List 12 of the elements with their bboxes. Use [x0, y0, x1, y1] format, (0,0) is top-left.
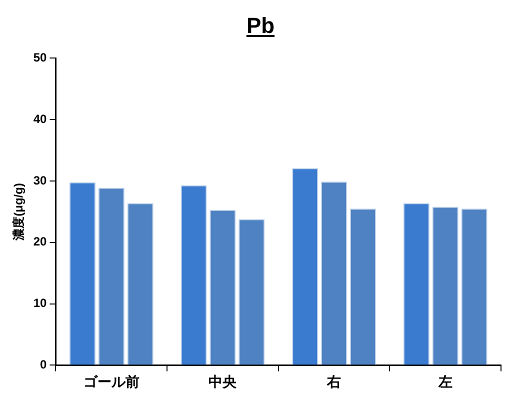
y-axis-title: 濃度(μg/g) [12, 183, 26, 242]
y-tick-label: 0 [40, 358, 48, 372]
x-tick-label: 右 [326, 373, 342, 390]
y-tick-label: 40 [33, 112, 48, 126]
y-tick-label: 20 [33, 234, 48, 249]
y-tick-label: 30 [33, 173, 48, 188]
x-tick-label: 左 [437, 373, 452, 390]
x-tick-label: ゴール前 [83, 373, 140, 390]
x-tick-label: 中央 [208, 373, 238, 390]
y-tick-label: 50 [33, 50, 48, 65]
chart-title: Pb [245, 12, 276, 40]
y-tick-label: 10 [33, 296, 48, 310]
